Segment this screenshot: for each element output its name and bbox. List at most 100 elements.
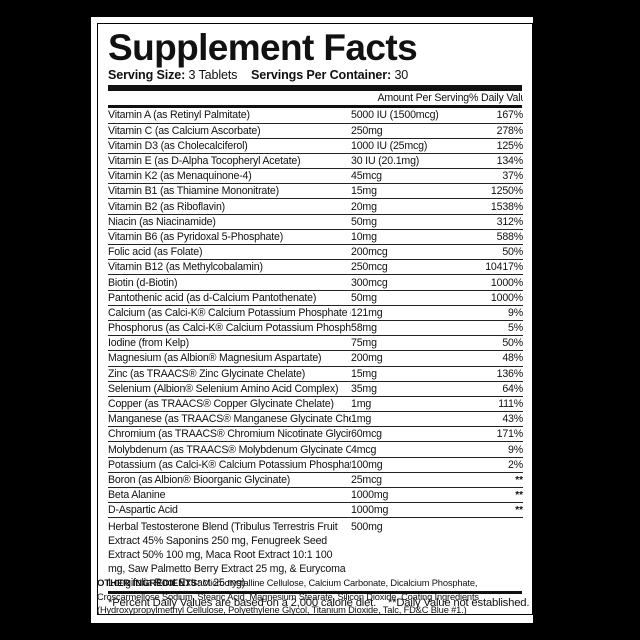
nutrient-daily-value: 2% (469, 457, 523, 473)
nutrient-amount: 121mg (351, 305, 469, 321)
nutrient-amount: 1mg (351, 396, 469, 413)
nutrient-name: Vitamin C (as Calcium Ascorbate) (108, 123, 351, 139)
nutrient-amount: 15mg (351, 366, 469, 382)
nutrient-daily-value: 588% (469, 229, 523, 246)
nutrient-daily-value: 43% (469, 411, 523, 428)
nutrient-name: Molybdenum (as TRAACS® Molybdenum Glycin… (108, 441, 351, 458)
nutrient-amount: 200mcg (351, 244, 469, 261)
nutrient-daily-value: 48% (469, 350, 523, 367)
nutrient-name: Pantothenic acid (as d-Calcium Pantothen… (108, 290, 351, 306)
nutrient-amount: 1000mg (351, 502, 469, 519)
supplement-facts-panel: Supplement Facts Serving Size: 3 Tablets… (97, 23, 533, 615)
nutrient-name: Biotin (d-Biotin) (108, 274, 351, 291)
nutrient-daily-value: 167% (469, 108, 523, 124)
nutrient-amount: 50mg (351, 290, 469, 306)
serving-size-value: 3 Tablets (188, 68, 238, 83)
nutrient-daily-value: 50% (469, 335, 523, 352)
table-row: Copper (as TRAACS® Copper Glycinate Chel… (108, 396, 523, 413)
nutrient-daily-value: 278% (469, 123, 523, 139)
nutrient-name: Vitamin B6 (as Pyridoxal 5-Phosphate) (108, 229, 351, 246)
nutrient-daily-value: ** (469, 472, 523, 489)
table-row: Vitamin C (as Calcium Ascorbate) 250mg 278… (108, 123, 523, 139)
table-row: Zinc (as TRAACS® Zinc Glycinate Chelate)… (108, 366, 523, 382)
nutrient-daily-value: 134% (469, 153, 523, 170)
nutrient-name: D-Aspartic Acid (108, 502, 351, 519)
table-row: Boron (as Albion® Bioorganic Glycinate) 2… (108, 472, 523, 489)
nutrition-table: Amount Per Serving % Daily Value* (108, 91, 523, 105)
table-row: Chromium (as TRAACS® Chromium Nicotinate… (108, 426, 523, 443)
page-title: Supplement Facts (108, 27, 418, 68)
nutrient-amount: 1000mg (351, 487, 469, 504)
nutrient-rows-body: Vitamin A (as Retinyl Palmitate) 5000 IU … (108, 108, 523, 591)
nutrient-amount: 250mg (351, 123, 469, 139)
serving-size-label: Serving Size: (108, 68, 186, 83)
table-row-blend: Herbal Testosterone Blend (Tribulus Terr… (108, 518, 523, 591)
table-row: Beta Alanine 1000mg ** (108, 487, 523, 504)
nutrient-amount: 20mg (351, 198, 469, 215)
table-row: Magnesium (as Albion® Magnesium Aspartat… (108, 350, 523, 367)
nutrient-name: Magnesium (as Albion® Magnesium Aspartat… (108, 350, 351, 367)
table-row: Niacin (as Niacinamide) 50mg 312% (108, 214, 523, 230)
nutrient-daily-value: 125% (469, 138, 523, 154)
nutrient-daily-value: ** (469, 487, 523, 504)
nutrient-daily-value: 171% (469, 426, 523, 443)
nutrient-amount: 100mg (351, 457, 469, 473)
nutrient-daily-value: 1250% (469, 183, 523, 200)
nutrient-amount: 58mg (351, 320, 469, 337)
nutrient-amount: 200mg (351, 350, 469, 367)
nutrient-name: Vitamin K2 (as Menaquinone-4) (108, 168, 351, 185)
nutrient-daily-value: 136% (469, 366, 523, 382)
nutrient-daily-value: 1538% (469, 198, 523, 215)
nutrient-daily-value: 1000% (469, 290, 523, 306)
table-row: Selenium (Albion® Selenium Amino Acid Co… (108, 381, 523, 397)
other-ingredients-label: OTHER INGREDIENTS: (97, 577, 201, 589)
nutrient-name: Niacin (as Niacinamide) (108, 214, 351, 230)
table-row: Vitamin B1 (as Thiamine Mononitrate) 15mg… (108, 183, 523, 200)
nutrient-amount: 1000 IU (25mcg) (351, 138, 469, 154)
table-row: Vitamin K2 (as Menaquinone-4) 45mcg 37% (108, 168, 523, 185)
percent-daily-value-note: *Percent Daily Values are based on a 2,0… (108, 596, 377, 609)
footnote: *Percent Daily Values are based on a 2,0… (108, 594, 530, 611)
table-row: Vitamin E (as D-Alpha Tocopheryl Acetate… (108, 153, 523, 170)
nutrient-daily-value: 37% (469, 168, 523, 185)
daily-value-not-established-note: **Daily Value not established. (387, 596, 530, 609)
nutrient-name: Copper (as TRAACS® Copper Glycinate Chel… (108, 396, 351, 413)
table-row: Biotin (d-Biotin) 300mcg 1000% (108, 274, 523, 291)
blend-name: Herbal Testosterone Blend (Tribulus Terr… (108, 520, 346, 590)
medium-divider-above-footnote (108, 591, 522, 595)
header-blank-cell (108, 91, 351, 105)
supplement-facts-label: Supplement Facts Serving Size: 3 Tablets… (88, 14, 536, 626)
nutrient-amount: 35mg (351, 381, 469, 397)
nutrient-daily-value: 9% (469, 305, 523, 321)
table-row: Pantothenic acid (as d-Calcium Pantothen… (108, 290, 523, 306)
table-row: Vitamin B12 (as Methylcobalamin) 250mcg 10… (108, 259, 523, 276)
blend-amount: 500mg (351, 520, 383, 533)
nutrient-name: Phosphorus (as Calci-K® Calcium Potassiu… (108, 320, 351, 337)
nutrient-amount: 60mcg (351, 426, 469, 443)
table-row: Iodine (from Kelp) 75mg 50% (108, 335, 523, 352)
table-row: Molybdenum (as TRAACS® Molybdenum Glycin… (108, 441, 523, 458)
nutrient-daily-value: ** (469, 502, 523, 519)
nutrient-name: Vitamin E (as D-Alpha Tocopheryl Acetate… (108, 153, 351, 170)
servings-per-container-label: Servings Per Container: (251, 68, 392, 83)
nutrient-name: Beta Alanine (108, 487, 351, 504)
nutrient-name: Vitamin D3 (as Cholecalciferol) (108, 138, 351, 154)
other-ingredients-text: Microcrystalline Cellulose, Calcium Carb… (97, 577, 479, 616)
nutrient-daily-value: 1000% (469, 274, 523, 291)
nutrient-daily-value: 10417% (469, 259, 523, 276)
other-ingredients: OTHER INGREDIENTS: Microcrystalline Cell… (97, 577, 527, 618)
nutrient-name: Selenium (Albion® Selenium Amino Acid Co… (108, 381, 351, 397)
nutrient-name: Vitamin B2 (as Riboflavin) (108, 198, 351, 215)
nutrient-name: Manganese (as TRAACS® Manganese Glycinat… (108, 411, 351, 428)
table-row: D-Aspartic Acid 1000mg ** (108, 502, 523, 519)
nutrient-daily-value: 9% (469, 441, 523, 458)
nutrient-amount: 50mg (351, 214, 469, 230)
table-row: Vitamin D3 (as Cholecalciferol) 1000 IU (… (108, 138, 523, 154)
heavy-divider-top (108, 85, 522, 92)
table-row: Vitamin B2 (as Riboflavin) 20mg 1538% (108, 198, 523, 215)
table-row: Vitamin B6 (as Pyridoxal 5-Phosphate) 10m… (108, 229, 523, 246)
nutrient-name: Potassium (as Calci-K® Calcium Potassium… (108, 457, 351, 473)
nutrient-daily-value: 111% (469, 396, 523, 413)
nutrient-name: Chromium (as TRAACS® Chromium Nicotinate… (108, 426, 351, 443)
nutrient-amount: 4mcg (351, 441, 469, 458)
